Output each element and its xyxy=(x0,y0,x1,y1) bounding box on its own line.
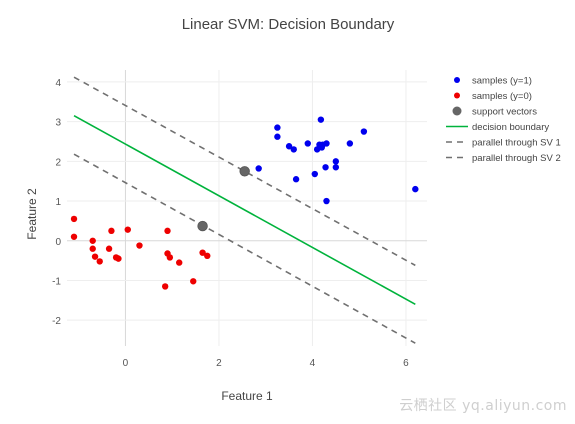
y-tick-label: 1 xyxy=(55,197,61,208)
data-point xyxy=(322,164,329,171)
data-point xyxy=(176,259,183,266)
y-tick-label: 2 xyxy=(55,157,61,168)
data-point xyxy=(136,242,143,249)
y-tick-label: 4 xyxy=(55,78,61,89)
legend-swatch xyxy=(454,92,460,99)
data-point xyxy=(70,233,78,240)
data-point xyxy=(323,140,330,147)
data-point xyxy=(292,176,300,183)
series-line-4 xyxy=(73,76,416,267)
watermark-text: 云栖社区 yq.aliyun.com xyxy=(399,398,567,414)
data-point xyxy=(199,249,206,256)
data-point xyxy=(204,252,211,260)
support-vector-point xyxy=(239,166,250,177)
data-point xyxy=(161,283,169,290)
legend-swatch xyxy=(452,106,462,116)
data-point xyxy=(255,165,262,172)
legend-label: samples (y=0) xyxy=(472,91,532,102)
x-tick-label: 6 xyxy=(403,358,409,369)
data-point xyxy=(108,227,115,235)
data-point xyxy=(332,164,340,171)
x-tick-label: 2 xyxy=(216,358,222,369)
data-point xyxy=(412,185,419,193)
legend-label: decision boundary xyxy=(472,122,549,133)
data-point xyxy=(105,245,113,252)
x-tick-label: 0 xyxy=(123,358,129,369)
data-point xyxy=(89,245,96,252)
legend-label: support vectors xyxy=(472,107,537,118)
data-point xyxy=(304,140,311,147)
data-point xyxy=(317,116,325,123)
data-point xyxy=(285,143,293,150)
data-point xyxy=(190,278,197,285)
line-series xyxy=(73,76,416,344)
tick-labels: 0 2 4 6 -2 -1 0 1 2 3 4 xyxy=(52,78,409,369)
legend-label: samples (y=1) xyxy=(472,76,532,87)
legend-label: parallel through SV 2 xyxy=(472,153,561,164)
data-point xyxy=(124,226,131,233)
support-vector-point xyxy=(197,220,208,232)
data-point xyxy=(96,258,103,265)
data-point xyxy=(290,146,297,153)
data-point xyxy=(164,227,171,235)
markers xyxy=(70,116,419,290)
series-line-3 xyxy=(73,114,416,306)
y-tick-label: -1 xyxy=(52,276,61,287)
data-point xyxy=(89,237,96,244)
legend-label: parallel through SV 1 xyxy=(472,138,561,149)
data-point xyxy=(311,170,318,178)
legend: samples (y=1) samples (y=0) support vector… xyxy=(446,76,561,164)
x-tick-label: 4 xyxy=(310,358,316,369)
data-point xyxy=(323,197,330,205)
chart-title: Linear SVM: Decision Boundary xyxy=(182,16,395,33)
y-tick-label: -2 xyxy=(52,316,61,327)
data-point xyxy=(70,215,78,223)
data-point xyxy=(274,124,281,131)
x-axis-label: Feature 1 xyxy=(221,389,273,403)
data-point xyxy=(91,253,99,260)
y-tick-label: 0 xyxy=(55,237,61,248)
data-point xyxy=(166,254,174,261)
legend-swatch xyxy=(454,77,460,83)
data-point xyxy=(346,140,354,147)
grid xyxy=(67,70,427,346)
data-point xyxy=(115,255,122,262)
data-point xyxy=(332,158,340,165)
y-axis-label: Feature 2 xyxy=(25,188,39,240)
data-point xyxy=(360,128,368,135)
data-point xyxy=(274,133,281,140)
y-tick-label: 3 xyxy=(55,118,61,129)
